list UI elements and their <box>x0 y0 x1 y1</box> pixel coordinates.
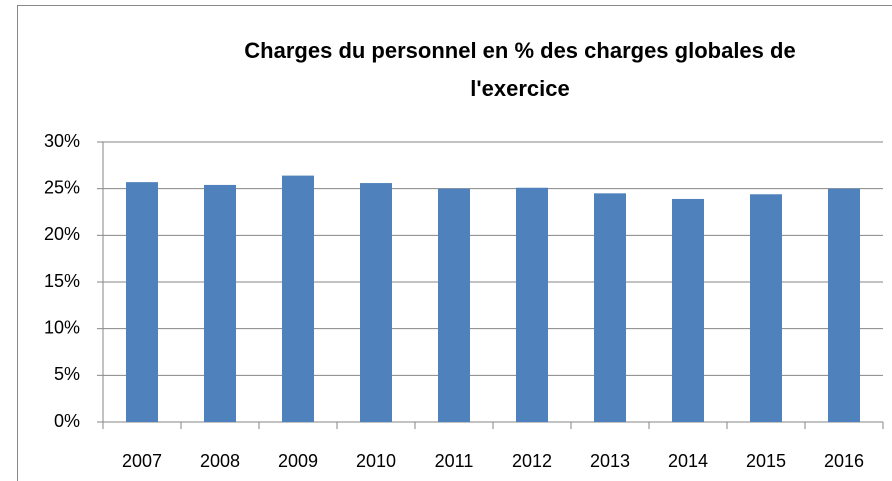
chart-title: Charges du personnel en % des charges gl… <box>244 38 796 101</box>
y-tick-label: 0% <box>54 411 80 431</box>
y-tick-label: 5% <box>54 364 80 384</box>
bar <box>438 188 470 422</box>
x-tick-label: 2013 <box>590 451 630 471</box>
x-tick-label: 2008 <box>200 451 240 471</box>
x-tick-label: 2011 <box>435 451 474 471</box>
y-tick-label: 15% <box>44 271 80 291</box>
x-tick-label: 2009 <box>278 451 318 471</box>
x-tick-label: 2015 <box>746 451 786 471</box>
bar <box>516 187 548 422</box>
x-tick-label: 2012 <box>512 451 552 471</box>
bar <box>204 184 236 422</box>
bar <box>360 183 392 422</box>
bar <box>282 175 314 422</box>
bar <box>828 188 860 422</box>
x-tick-label: 2007 <box>122 451 162 471</box>
y-tick-label: 30% <box>44 131 80 151</box>
x-tick-label: 2010 <box>356 451 396 471</box>
y-tick-label: 10% <box>44 317 80 337</box>
y-tick-label: 25% <box>44 177 80 197</box>
bar <box>594 193 626 422</box>
x-tick-label: 2014 <box>668 451 708 471</box>
bar <box>126 182 158 422</box>
x-tick-label: 2016 <box>824 451 864 471</box>
y-tick-label: 20% <box>44 224 80 244</box>
bar <box>672 198 704 422</box>
bar <box>750 194 782 422</box>
